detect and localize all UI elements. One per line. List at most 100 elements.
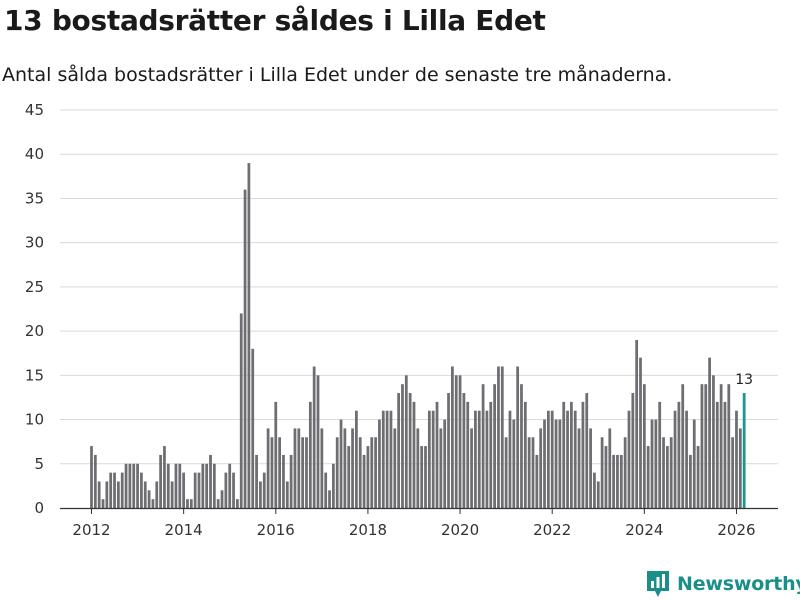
- bar: [585, 393, 589, 508]
- y-tick-label-0: 0: [34, 499, 44, 517]
- bar: [477, 410, 481, 508]
- bar: [347, 446, 351, 508]
- bar: [696, 446, 700, 508]
- bar: [416, 428, 420, 508]
- y-tick-label-20: 20: [25, 322, 44, 340]
- bar: [389, 410, 393, 508]
- bar: [704, 384, 708, 508]
- bar: [546, 410, 550, 508]
- x-tick-label-2016: 2016: [257, 521, 295, 539]
- bar: [562, 401, 566, 508]
- bar: [132, 463, 136, 508]
- bar: [381, 410, 385, 508]
- bar: [715, 401, 719, 508]
- bar: [481, 384, 485, 508]
- bar: [424, 446, 427, 508]
- bar: [228, 463, 232, 508]
- bar: [239, 313, 243, 508]
- bar: [105, 481, 109, 508]
- bar: [278, 437, 281, 508]
- bar: [378, 419, 381, 508]
- bar: [193, 472, 197, 508]
- x-tick-label-2024: 2024: [625, 521, 663, 539]
- bar: [220, 490, 224, 508]
- y-tick-label-30: 30: [25, 234, 44, 252]
- bar: [708, 357, 711, 508]
- bar: [316, 375, 320, 508]
- bar: [427, 410, 431, 508]
- bar: [523, 401, 527, 508]
- bar: [109, 472, 113, 508]
- bar: [301, 437, 305, 508]
- y-tick-label-15: 15: [25, 366, 44, 384]
- bar: [635, 339, 639, 508]
- bar: [266, 428, 270, 508]
- bar: [385, 410, 389, 508]
- bar: [539, 428, 543, 508]
- bar: [639, 357, 642, 508]
- bar: [689, 454, 692, 508]
- bar: [308, 401, 312, 508]
- bar: [673, 410, 677, 508]
- bar: [443, 419, 447, 508]
- bar: [593, 472, 596, 508]
- bar: [236, 499, 239, 508]
- bar: [512, 419, 516, 508]
- bar: [270, 437, 274, 508]
- chart-subtitle: Antal sålda bostadsrätter i Lilla Edet u…: [2, 64, 673, 86]
- bar: [247, 163, 251, 508]
- bar: [612, 454, 615, 508]
- bar: [447, 393, 450, 508]
- bar: [328, 490, 331, 508]
- x-tick-label-2014: 2014: [165, 521, 203, 539]
- bar: [343, 428, 347, 508]
- bar: [297, 428, 301, 508]
- bar: [120, 472, 124, 508]
- bar: [335, 437, 339, 508]
- bar: [312, 366, 316, 508]
- bar: [712, 375, 715, 508]
- bar: [251, 348, 255, 508]
- bar: [412, 401, 416, 508]
- bar: [259, 481, 262, 508]
- bar: [401, 384, 404, 508]
- bar: [339, 419, 343, 508]
- x-tick-label-2020: 2020: [441, 521, 479, 539]
- bar: [143, 481, 147, 508]
- bar: [692, 419, 696, 508]
- bar: [151, 499, 155, 508]
- bar: [527, 437, 531, 508]
- bar: [324, 472, 328, 508]
- bar: [700, 384, 704, 508]
- bar: [654, 419, 658, 508]
- bar: [201, 463, 205, 508]
- bar: [735, 410, 738, 508]
- bar: [454, 375, 458, 508]
- bar: [543, 419, 546, 508]
- bar: [608, 428, 612, 508]
- bar: [566, 410, 569, 508]
- y-tick-label-40: 40: [25, 145, 44, 163]
- y-tick-label-45: 45: [25, 101, 44, 119]
- newsworthy-logo[interactable]: Newsworthy: [645, 568, 800, 600]
- bar: [665, 446, 669, 508]
- bar: [262, 472, 266, 508]
- bar: [224, 472, 228, 508]
- bar: [435, 401, 439, 508]
- bar: [393, 428, 397, 508]
- bar: [374, 437, 377, 508]
- bar: [731, 437, 735, 508]
- bar: [727, 384, 731, 508]
- bar: [485, 410, 489, 508]
- bar: [451, 366, 454, 508]
- bar: [604, 446, 608, 508]
- bar: [535, 454, 539, 508]
- y-tick-label-25: 25: [25, 278, 44, 296]
- bar: [681, 384, 685, 508]
- bar: [255, 454, 258, 508]
- bar: [166, 463, 170, 508]
- y-tick-label-35: 35: [25, 189, 44, 207]
- bar: [320, 428, 324, 508]
- x-tick-label-2018: 2018: [349, 521, 387, 539]
- bar: [662, 437, 665, 508]
